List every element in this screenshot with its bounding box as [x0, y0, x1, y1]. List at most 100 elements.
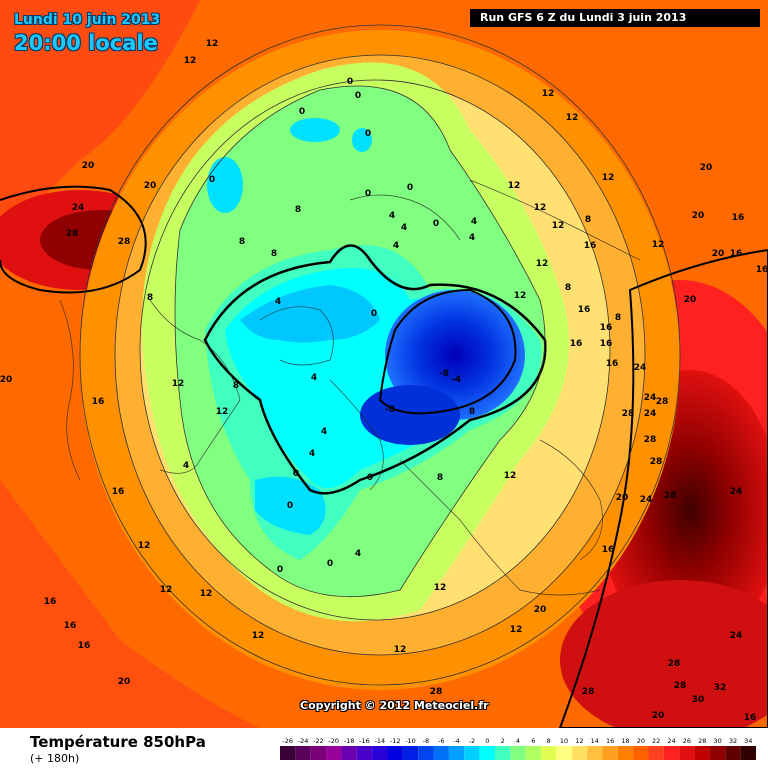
legend-tick-label: 0	[485, 737, 489, 745]
isotherm-label: 16	[78, 641, 91, 651]
color-scale-legend: -26 -24 -22 -20 -18 -16 -14 -12 -10 -8 -6 -4 -2 0 2 4 6 8…	[280, 737, 756, 760]
isotherm-label: 28	[664, 491, 677, 501]
isotherm-label: 16	[584, 241, 597, 251]
isotherm-label: 12	[172, 379, 185, 389]
isotherm-label: 8	[271, 249, 277, 259]
isotherm-label: 12	[514, 291, 527, 301]
isotherm-label: 12	[652, 240, 665, 250]
isotherm-label: 12	[160, 585, 173, 595]
isotherm-label: 12	[200, 589, 213, 599]
zone-cyan-north-2	[290, 118, 340, 142]
isotherm-label: 20	[0, 375, 12, 385]
isotherm-label: 16	[602, 545, 615, 555]
isotherm-label: 8	[147, 293, 153, 303]
isotherm-label: 4	[355, 549, 361, 559]
isotherm-label: 20	[534, 605, 547, 615]
legend-swatch	[387, 746, 403, 760]
isotherm-label: 16	[732, 213, 745, 223]
isotherm-label: 12	[434, 583, 447, 593]
legend-swatch	[587, 746, 603, 760]
legend-tick-label: 22	[652, 737, 660, 745]
legend-tick-label: -26	[282, 737, 293, 745]
isotherm-label: 0	[327, 559, 333, 569]
isotherm-label: 12	[602, 173, 615, 183]
isotherm-label: 20	[652, 711, 665, 721]
isotherm-label: 20	[82, 161, 95, 171]
isotherm-label: 0	[365, 129, 371, 139]
isotherm-label: 24	[634, 363, 647, 373]
legend-tick-label: 32	[729, 737, 737, 745]
isotherm-label: 30	[692, 695, 705, 705]
legend-tick-label: 4	[516, 737, 520, 745]
zone-cyan-north-3	[352, 128, 372, 152]
legend-tick-label: -12	[390, 737, 401, 745]
legend-swatch	[525, 746, 542, 760]
isotherm-label: 0	[433, 219, 439, 229]
legend-swatch	[740, 746, 756, 760]
isotherm-label: 12	[510, 625, 523, 635]
legend-tick-label: -6	[438, 737, 444, 745]
legend-swatch	[464, 746, 480, 760]
isotherm-label: 12	[206, 39, 219, 49]
isotherm-label: 16	[600, 339, 613, 349]
legend-tick-label: -16	[359, 737, 370, 745]
isotherm-label: 28	[668, 659, 681, 669]
zone-cyan-south	[255, 476, 326, 535]
isotherm-label: 16	[730, 249, 743, 259]
forecast-date: Lundi 10 juin 2013	[14, 12, 161, 28]
isotherm-label: 28	[118, 237, 131, 247]
isotherm-label: 20	[616, 493, 629, 503]
legend-tick-label: -10	[405, 737, 416, 745]
legend-swatch	[633, 746, 649, 760]
isotherm-label: 16	[112, 487, 125, 497]
isotherm-label: 0	[407, 183, 413, 193]
legend-swatch	[725, 746, 741, 760]
legend-tick-label: 2	[501, 737, 505, 745]
isotherm-label: 20	[712, 249, 725, 259]
legend-tick-label: 12	[575, 737, 583, 745]
legend-swatch	[356, 746, 373, 760]
isotherm-label: 24	[730, 487, 743, 497]
legend-tick-label: 28	[698, 737, 706, 745]
legend-tick-label: 10	[560, 737, 568, 745]
isotherm-label: 12	[216, 407, 229, 417]
isotherm-label: 28	[430, 687, 443, 697]
zero-isotherm-contour	[203, 244, 547, 495]
legend-swatch	[602, 746, 618, 760]
contour-thin-2	[114, 54, 646, 656]
isotherm-label: 24	[644, 393, 657, 403]
legend-swatch	[510, 746, 526, 760]
legend-swatch	[433, 746, 449, 760]
contour-thin-3	[139, 79, 611, 621]
isotherm-label: 16	[756, 265, 768, 275]
warm-zone-west	[0, 0, 200, 240]
isotherm-label: 20	[684, 295, 697, 305]
legend-swatch	[310, 746, 327, 760]
isotherm-label: 16	[44, 597, 57, 607]
legend-tick-label: 18	[621, 737, 629, 745]
isotherm-label: 12	[252, 631, 265, 641]
isotherm-label: 16	[744, 713, 757, 723]
isotherm-label: 12	[504, 471, 517, 481]
isotherm-label: -4	[451, 375, 461, 385]
isotherm-label: 28	[644, 435, 657, 445]
legend-tick-label: 24	[667, 737, 675, 745]
isotherm-label: 20	[118, 677, 131, 687]
isotherm-label: 4	[389, 211, 395, 221]
contour-thin-4	[174, 85, 546, 598]
legend-swatch	[402, 746, 419, 760]
isotherm-label: 16	[606, 359, 619, 369]
isotherm-label: 8	[565, 283, 571, 293]
copyright-notice: Copyright © 2012 Meteociel.fr	[300, 699, 489, 712]
legend-swatch	[663, 746, 680, 760]
parameter-title: Température 850hPa	[30, 733, 206, 751]
legend-tick-label: -14	[374, 737, 385, 745]
forecast-offset: (+ 180h)	[30, 752, 80, 765]
isotherm-label: 12	[542, 89, 555, 99]
legend-tick-label: -24	[298, 737, 309, 745]
isotherm-label: 16	[64, 621, 77, 631]
isotherm-label: 4	[471, 217, 477, 227]
isotherm-label: 28	[656, 397, 669, 407]
isotherm-label: 24	[644, 409, 657, 419]
